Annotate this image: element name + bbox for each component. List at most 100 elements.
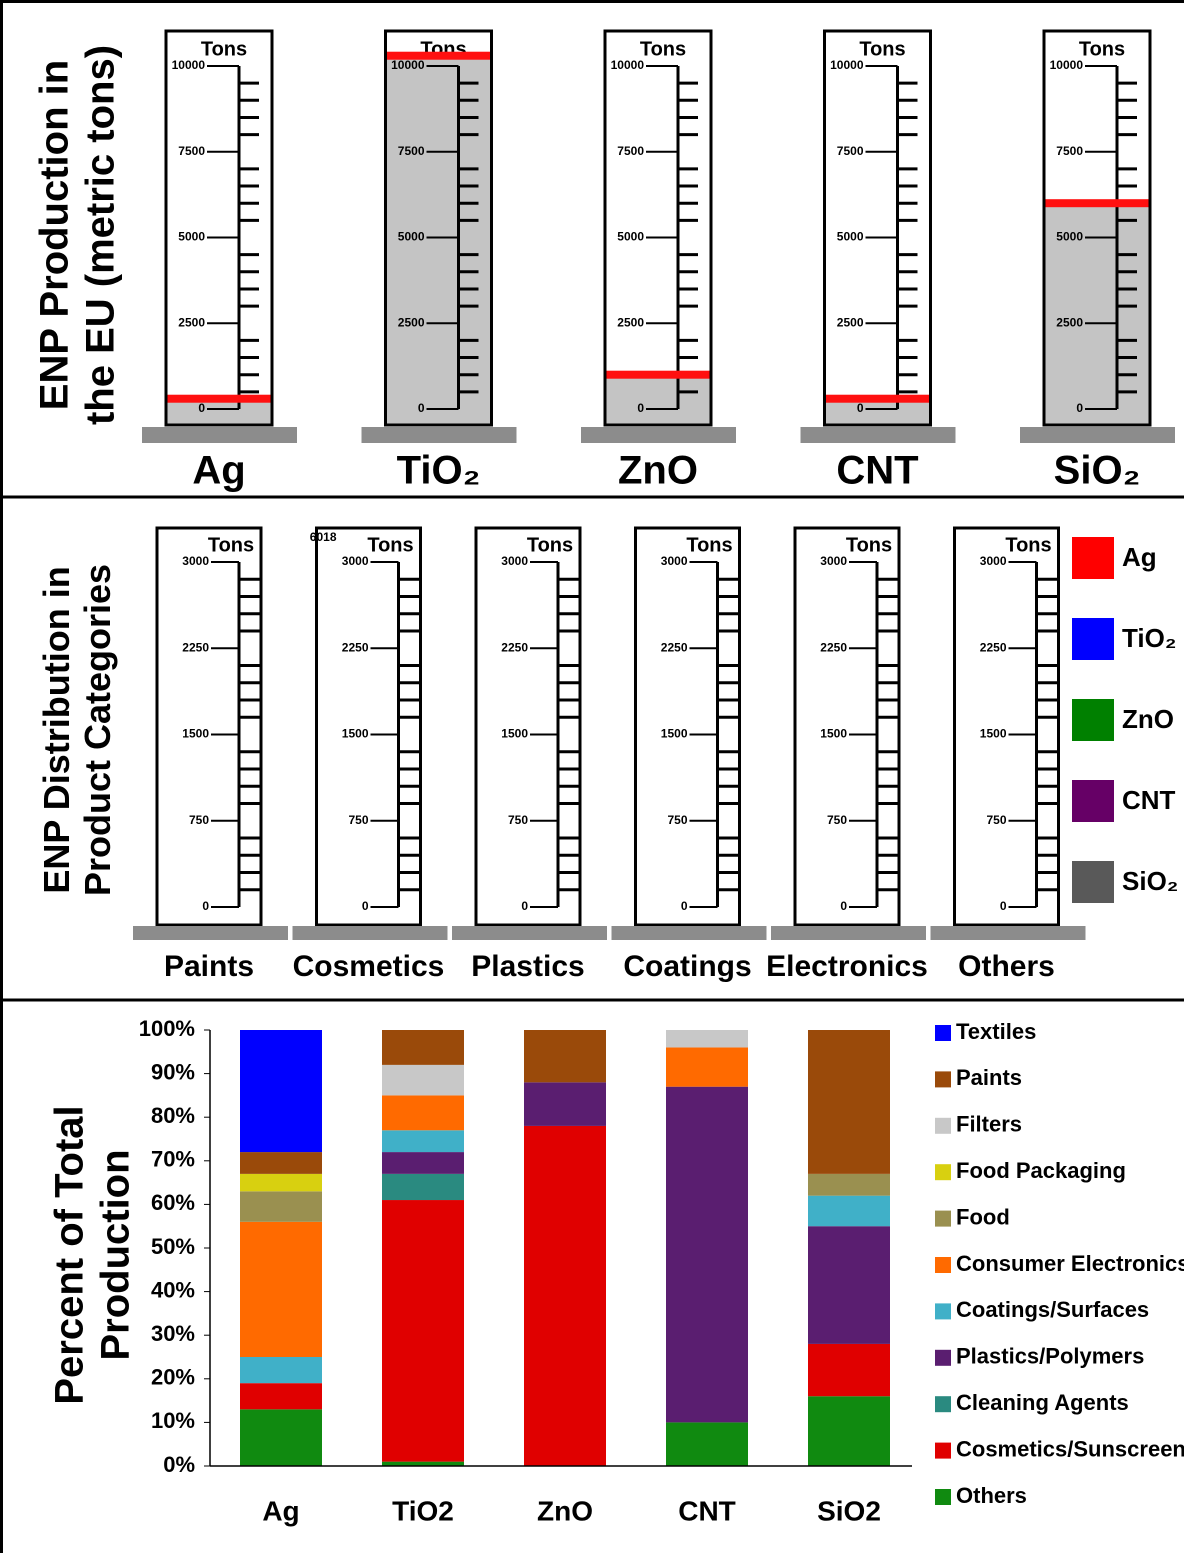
bar-segment xyxy=(240,1030,322,1153)
cylinder-body xyxy=(316,528,421,925)
cylinder-body xyxy=(795,528,899,925)
cylinder-outline xyxy=(634,526,741,927)
y-tick-label: 3000 xyxy=(342,554,369,568)
y-tick-label: 3000 xyxy=(980,554,1007,568)
bar-segment xyxy=(666,1086,748,1423)
y-tick-label: 0 xyxy=(857,401,864,415)
y-tick-label: 5000 xyxy=(617,230,644,244)
cylinder-body xyxy=(166,31,272,425)
y-tick-label: 750 xyxy=(986,813,1006,827)
legend-swatch xyxy=(1072,780,1114,822)
y-tick-label: 0 xyxy=(198,401,205,415)
legend-swatch xyxy=(935,1489,951,1505)
cylinder-outline xyxy=(474,526,582,927)
cylinder-base xyxy=(292,926,448,940)
legend-swatch xyxy=(1072,537,1114,579)
legend-swatch xyxy=(935,1396,951,1413)
y-tick-label: 5000 xyxy=(1056,230,1083,244)
legend-label: Food xyxy=(956,1204,1010,1229)
cylinder-body xyxy=(954,528,1059,925)
y-tick-label: 7500 xyxy=(398,144,425,158)
y-tick-label: 10% xyxy=(151,1408,195,1433)
unit-label: Tons xyxy=(1005,534,1051,556)
y-tick-label: 60% xyxy=(151,1190,195,1215)
y-tick-label: 10000 xyxy=(611,58,645,72)
legend-swatch xyxy=(935,1442,951,1459)
legend-label: Plastics/Polymers xyxy=(956,1344,1144,1369)
bar-segment xyxy=(240,1409,322,1466)
y-axis-label: ENP Distribution in xyxy=(36,566,77,893)
bar-segment xyxy=(240,1357,322,1384)
unit-label: Tons xyxy=(1079,38,1125,60)
legend-label: Filters xyxy=(956,1112,1022,1137)
legend-swatch xyxy=(935,1071,951,1088)
bar-segment xyxy=(808,1226,890,1344)
y-tick-label: 7500 xyxy=(178,144,205,158)
legend-swatch xyxy=(1072,618,1114,660)
y-tick-label: 3000 xyxy=(501,554,528,568)
category-label: ZnO xyxy=(618,449,698,493)
bar-segment xyxy=(808,1195,890,1227)
category-label: SiO₂ xyxy=(1054,449,1141,493)
y-tick-label: 30% xyxy=(151,1321,195,1346)
unit-label: Tons xyxy=(859,38,905,60)
bar-segment xyxy=(240,1191,322,1222)
category-label: Others xyxy=(958,950,1055,983)
y-tick-label: 40% xyxy=(151,1277,195,1302)
category-label: Cosmetics xyxy=(293,950,445,983)
legend-label: Consumer Electronics xyxy=(956,1251,1184,1276)
cylinder-base xyxy=(581,427,736,443)
category-label: Ag xyxy=(192,449,245,493)
cylinder-base xyxy=(133,926,288,940)
y-axis-label: Product Categories xyxy=(77,564,118,896)
y-tick-label: 2250 xyxy=(661,640,688,654)
legend-swatch xyxy=(935,1349,951,1366)
y-tick-label: 750 xyxy=(189,813,209,827)
bar-segment xyxy=(808,1030,890,1174)
cylinder-base xyxy=(930,926,1086,940)
y-tick-label: 2500 xyxy=(398,315,425,329)
cylinder-body xyxy=(824,31,931,425)
x-tick-label: TiO2 xyxy=(392,1495,454,1526)
bar-segment xyxy=(666,1047,748,1087)
y-tick-label: 2250 xyxy=(501,640,528,654)
y-tick-label: 2500 xyxy=(837,315,864,329)
y-tick-label: 90% xyxy=(151,1059,195,1084)
y-tick-label: 750 xyxy=(348,813,368,827)
cylinder-base xyxy=(1020,427,1175,443)
legend-swatch xyxy=(935,1303,951,1320)
bar-segment xyxy=(382,1152,464,1174)
bar-segment xyxy=(808,1343,890,1397)
legend-label: Food Packaging xyxy=(956,1158,1126,1183)
fill-level xyxy=(825,398,930,425)
legend-label: SiO₂ xyxy=(1122,866,1178,896)
y-tick-label: 2250 xyxy=(820,640,847,654)
bar-segment xyxy=(240,1383,322,1410)
legend-label: Coatings/Surfaces xyxy=(956,1297,1149,1322)
y-tick-label: 1500 xyxy=(820,727,847,741)
y-tick-label: 0 xyxy=(1076,401,1083,415)
y-tick-label: 750 xyxy=(508,813,528,827)
y-axis-label: ENP Production in xyxy=(33,60,77,410)
bar-segment xyxy=(240,1173,322,1192)
cylinder-outline xyxy=(793,526,901,927)
bar-segment xyxy=(382,1200,464,1462)
y-axis-label: the EU (metric tons) xyxy=(79,45,123,425)
y-tick-label: 5000 xyxy=(178,230,205,244)
cylinder-outline xyxy=(155,526,263,927)
cylinder-outline xyxy=(315,526,422,927)
legend-swatch xyxy=(935,1025,951,1041)
y-tick-label: 10000 xyxy=(391,58,425,72)
cylinder-body xyxy=(476,528,580,925)
cylinder-outline xyxy=(953,526,1060,927)
bar-segment xyxy=(240,1221,322,1357)
legend-swatch xyxy=(935,1117,951,1134)
y-tick-label: 7500 xyxy=(1056,144,1083,158)
bar-segment xyxy=(382,1461,464,1466)
unit-label: Tons xyxy=(201,38,247,60)
cylinder-outline xyxy=(603,29,713,427)
y-tick-label: 2250 xyxy=(342,640,369,654)
cylinder-base xyxy=(611,926,767,940)
x-tick-label: SiO2 xyxy=(817,1495,881,1526)
